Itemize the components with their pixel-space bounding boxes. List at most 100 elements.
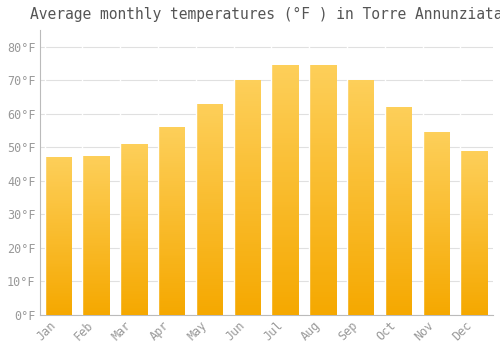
Bar xyxy=(460,256,488,257)
Bar xyxy=(272,107,299,110)
Bar xyxy=(158,226,186,228)
Bar xyxy=(45,305,72,307)
Bar xyxy=(82,302,110,303)
Bar xyxy=(272,103,299,105)
Bar xyxy=(82,218,110,219)
Bar xyxy=(423,190,450,192)
Bar xyxy=(460,175,488,177)
Bar xyxy=(82,248,110,250)
Bar xyxy=(82,264,110,265)
Bar xyxy=(120,180,148,181)
Bar xyxy=(460,228,488,229)
Bar xyxy=(158,142,186,144)
Bar xyxy=(45,297,72,299)
Bar xyxy=(234,305,261,308)
Bar xyxy=(272,120,299,122)
Bar xyxy=(423,291,450,293)
Bar xyxy=(272,167,299,170)
Bar xyxy=(45,160,72,162)
Bar xyxy=(45,189,72,190)
Bar xyxy=(347,172,374,174)
Bar xyxy=(120,224,148,226)
Bar xyxy=(120,292,148,294)
Bar xyxy=(82,240,110,242)
Bar xyxy=(460,203,488,205)
Bar xyxy=(120,216,148,217)
Bar xyxy=(423,156,450,158)
Bar xyxy=(272,65,299,68)
Bar xyxy=(120,234,148,236)
Bar xyxy=(272,225,299,227)
Bar xyxy=(310,115,336,118)
Bar xyxy=(310,173,336,175)
Bar xyxy=(460,257,488,259)
Bar xyxy=(158,161,186,163)
Bar xyxy=(347,251,374,254)
Bar xyxy=(45,299,72,300)
Bar xyxy=(196,209,224,211)
Bar xyxy=(45,283,72,285)
Bar xyxy=(272,312,299,315)
Bar xyxy=(45,288,72,289)
Bar xyxy=(347,272,374,275)
Bar xyxy=(45,203,72,204)
Bar xyxy=(460,218,488,219)
Bar xyxy=(272,205,299,207)
Bar xyxy=(423,216,450,218)
Bar xyxy=(234,92,261,94)
Bar xyxy=(385,198,412,201)
Bar xyxy=(423,267,450,269)
Bar xyxy=(82,312,110,313)
Bar xyxy=(158,309,186,311)
Bar xyxy=(120,280,148,282)
Bar xyxy=(158,146,186,148)
Bar xyxy=(234,228,261,230)
Bar xyxy=(385,246,412,248)
Bar xyxy=(45,313,72,315)
Bar xyxy=(423,181,450,183)
Bar xyxy=(196,152,224,154)
Bar xyxy=(272,215,299,217)
Bar xyxy=(460,287,488,288)
Bar xyxy=(45,159,72,160)
Bar xyxy=(234,116,261,118)
Bar xyxy=(196,180,224,182)
Bar xyxy=(196,135,224,138)
Bar xyxy=(234,242,261,244)
Bar xyxy=(196,313,224,315)
Bar xyxy=(82,219,110,221)
Bar xyxy=(158,136,186,138)
Bar xyxy=(120,200,148,202)
Bar xyxy=(310,292,336,295)
Bar xyxy=(347,97,374,99)
Bar xyxy=(120,267,148,268)
Bar xyxy=(385,145,412,147)
Bar xyxy=(347,200,374,202)
Bar xyxy=(120,209,148,210)
Bar xyxy=(45,274,72,275)
Bar xyxy=(196,294,224,296)
Bar xyxy=(82,202,110,203)
Bar xyxy=(385,290,412,292)
Bar xyxy=(423,289,450,291)
Bar xyxy=(234,176,261,179)
Bar xyxy=(45,286,72,288)
Bar xyxy=(196,232,224,234)
Bar xyxy=(310,98,336,100)
Bar xyxy=(196,190,224,192)
Bar xyxy=(385,163,412,165)
Bar xyxy=(310,100,336,103)
Bar xyxy=(82,189,110,190)
Bar xyxy=(347,310,374,312)
Bar xyxy=(347,242,374,244)
Bar xyxy=(385,219,412,221)
Bar xyxy=(45,291,72,293)
Bar xyxy=(272,185,299,187)
Bar xyxy=(460,260,488,262)
Bar xyxy=(158,268,186,270)
Bar xyxy=(45,239,72,241)
Bar xyxy=(196,234,224,237)
Bar xyxy=(120,248,148,250)
Bar xyxy=(460,272,488,274)
Bar xyxy=(120,265,148,267)
